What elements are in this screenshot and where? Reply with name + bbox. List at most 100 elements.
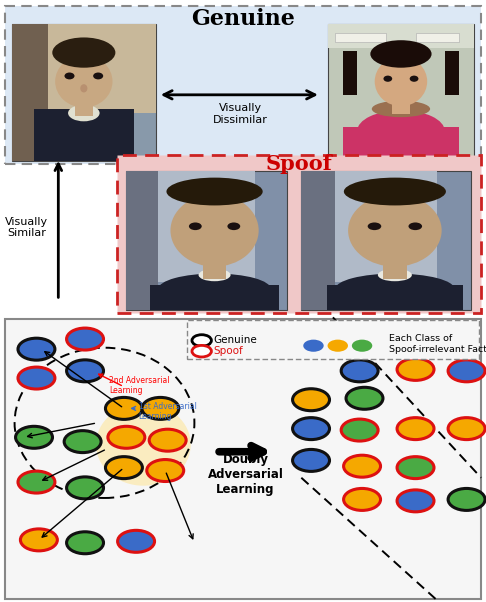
Circle shape — [397, 358, 434, 380]
Ellipse shape — [378, 268, 412, 281]
Bar — [34, 109, 134, 161]
Bar — [301, 171, 335, 309]
Ellipse shape — [375, 57, 427, 106]
Circle shape — [293, 389, 330, 411]
Bar — [335, 33, 386, 42]
FancyBboxPatch shape — [117, 155, 481, 313]
Circle shape — [341, 419, 378, 441]
Ellipse shape — [171, 194, 259, 267]
Ellipse shape — [189, 223, 202, 230]
Ellipse shape — [68, 105, 100, 122]
Circle shape — [344, 455, 381, 477]
Bar — [416, 33, 459, 42]
Text: Spoof: Spoof — [265, 154, 332, 175]
Bar — [12, 23, 156, 161]
Circle shape — [192, 335, 211, 346]
Ellipse shape — [93, 72, 103, 79]
Text: Visually
Dissimilar: Visually Dissimilar — [213, 103, 268, 125]
Circle shape — [397, 457, 434, 479]
Text: 2nd Adversarial
Learning: 2nd Adversarial Learning — [109, 376, 170, 395]
Circle shape — [397, 418, 434, 439]
Bar — [328, 23, 474, 48]
Ellipse shape — [367, 223, 381, 230]
Circle shape — [16, 426, 52, 448]
Bar — [445, 51, 459, 95]
Ellipse shape — [65, 72, 74, 79]
Circle shape — [293, 450, 330, 471]
Circle shape — [108, 426, 145, 448]
Bar — [328, 23, 474, 161]
Circle shape — [344, 488, 381, 510]
Ellipse shape — [335, 273, 454, 304]
Text: Each Class of
Spoof-irrelevant Factor: Each Class of Spoof-irrelevant Factor — [389, 334, 486, 353]
Circle shape — [448, 418, 485, 439]
Circle shape — [118, 530, 155, 552]
Circle shape — [64, 430, 101, 453]
Circle shape — [20, 529, 57, 551]
Bar — [158, 171, 255, 282]
Ellipse shape — [80, 84, 87, 93]
Circle shape — [397, 329, 434, 352]
Circle shape — [341, 360, 378, 382]
Bar — [12, 23, 156, 113]
Circle shape — [303, 340, 324, 352]
Circle shape — [293, 331, 330, 353]
Bar — [203, 262, 226, 279]
Circle shape — [18, 471, 55, 493]
Bar — [74, 99, 93, 116]
Bar — [151, 285, 279, 309]
Ellipse shape — [410, 76, 418, 82]
Ellipse shape — [357, 110, 445, 152]
Circle shape — [67, 532, 104, 554]
Circle shape — [105, 397, 142, 420]
Circle shape — [18, 367, 55, 389]
Ellipse shape — [227, 223, 240, 230]
Ellipse shape — [198, 268, 230, 281]
Ellipse shape — [52, 37, 115, 67]
Text: Spoof: Spoof — [214, 346, 243, 356]
Text: Genuine: Genuine — [214, 335, 258, 346]
Circle shape — [293, 418, 330, 439]
Bar — [327, 285, 463, 309]
Bar — [126, 171, 158, 309]
Circle shape — [192, 346, 211, 357]
Circle shape — [397, 490, 434, 512]
FancyBboxPatch shape — [5, 319, 481, 599]
Circle shape — [142, 397, 179, 420]
Ellipse shape — [372, 101, 430, 117]
Circle shape — [448, 488, 485, 510]
Circle shape — [448, 360, 485, 382]
FancyBboxPatch shape — [5, 7, 481, 164]
Bar — [343, 127, 459, 161]
Circle shape — [105, 457, 142, 479]
Ellipse shape — [348, 194, 442, 267]
Ellipse shape — [409, 223, 422, 230]
Circle shape — [67, 328, 104, 350]
Bar — [12, 23, 48, 161]
Circle shape — [346, 387, 383, 409]
Ellipse shape — [166, 178, 262, 205]
Bar — [392, 101, 410, 114]
Circle shape — [147, 459, 184, 482]
Circle shape — [352, 340, 372, 352]
Bar — [126, 171, 287, 309]
Ellipse shape — [96, 403, 191, 486]
Bar — [335, 171, 437, 282]
Circle shape — [18, 338, 55, 360]
Circle shape — [67, 360, 104, 382]
Ellipse shape — [370, 40, 432, 67]
Bar — [343, 51, 357, 95]
Text: 1st Adversarial
Learning: 1st Adversarial Learning — [139, 402, 196, 421]
Circle shape — [149, 429, 186, 451]
Bar — [383, 262, 407, 279]
Bar — [301, 171, 471, 309]
Text: Visually
Similar: Visually Similar — [5, 217, 48, 238]
Text: Genuine: Genuine — [191, 8, 295, 30]
Ellipse shape — [344, 178, 446, 205]
Circle shape — [328, 340, 348, 352]
FancyBboxPatch shape — [187, 320, 479, 359]
Ellipse shape — [55, 55, 113, 108]
Text: Doubly
Adversarial
Learning: Doubly Adversarial Learning — [208, 453, 283, 497]
Circle shape — [67, 477, 104, 499]
Circle shape — [341, 331, 378, 353]
